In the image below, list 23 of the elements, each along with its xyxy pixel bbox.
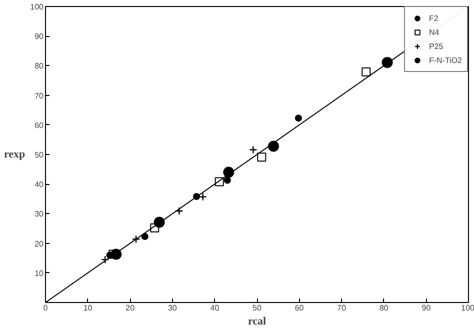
y-tick-label: 90 [34,32,44,42]
y-tick-label: 20 [34,239,44,248]
y-tick-label: 30 [34,210,44,219]
x-tick-label: 40 [210,304,220,312]
y-tick-label: 50 [34,150,44,160]
x-tick-label: 30 [168,304,178,312]
y-tick-label: 40 [34,180,44,190]
x-tick-label: 100 [461,304,474,312]
x-tick-label: 80 [379,304,389,312]
y-axis-title: rexp [4,148,26,160]
x-tick-label: 70 [337,304,347,312]
x-tick-label: 90 [422,304,432,312]
y-tick-label: 70 [34,91,44,100]
y-tick-label: 10 [34,268,44,278]
y-tick-label: 100 [30,2,44,12]
x-tick-label: 0 [43,304,48,312]
x-tick-label: 10 [83,304,93,312]
x-axis-title: rcal [248,316,266,328]
y-tick-label: 80 [34,62,44,71]
y-tick-label: 60 [34,120,44,130]
x-tick-label: 50 [252,304,262,312]
x-tick-label: 60 [294,304,304,312]
x-tick-label: 20 [126,304,136,312]
